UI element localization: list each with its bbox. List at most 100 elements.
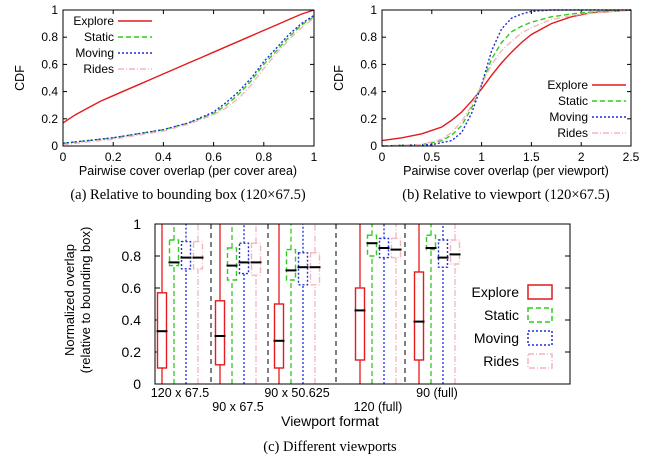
b-ytick-label: 1 <box>370 3 377 17</box>
a-xtick-label: 0.4 <box>155 150 172 164</box>
panel-a-ylabel: CDF <box>13 65 27 91</box>
panel-a-xlabel: Pairwise cover overlap (per cover area) <box>79 164 297 178</box>
a-series-static <box>62 16 315 144</box>
panel-a-frame <box>62 9 315 147</box>
panel-b-xlabel: Pairwise cover overlap (per viewport) <box>403 164 609 178</box>
c-legend-swatch <box>527 284 553 300</box>
c-category-label: 90 (full) <box>416 386 458 400</box>
a-ytick-label: 0.4 <box>41 85 58 99</box>
b-xtick-label: 1.5 <box>523 150 540 164</box>
c-box-explore <box>214 300 226 366</box>
c-box-static <box>226 247 238 281</box>
c-ytick-label: 1 <box>133 216 141 232</box>
a-legend-label: Rides <box>83 62 114 76</box>
c-ytick-label: 0.6 <box>122 280 142 296</box>
b-ytick-label: 0.2 <box>360 112 377 126</box>
a-xtick-label: 0 <box>60 150 67 164</box>
panel-c-caption: (c) Different viewports <box>263 439 397 455</box>
b-ytick-label: 0.6 <box>360 57 377 71</box>
c-legend-swatch <box>527 307 553 323</box>
b-xtick-label: 0 <box>379 150 386 164</box>
b-xtick-label: 2.5 <box>623 150 640 164</box>
a-xtick-label: 0.8 <box>255 150 272 164</box>
c-legend-swatch <box>527 330 553 346</box>
a-series-moving <box>62 14 315 144</box>
b-ytick-label: 0.4 <box>360 85 377 99</box>
c-box-moving <box>437 239 449 268</box>
c-ytick-label: 0 <box>133 376 141 392</box>
a-series-explore <box>62 9 315 124</box>
panel-a: 0 0.2 0.4 0.6 0.8 1 0 0.2 0.4 0.6 0.8 1 CDF Pairwis… <box>13 3 318 203</box>
b-xtick-label: 1 <box>478 150 485 164</box>
panel-a-caption: (a) Relative to bounding box (120×67.5) <box>70 187 305 203</box>
a-ytick-label: 0.8 <box>41 30 58 44</box>
a-xtick-label: 0.2 <box>105 150 122 164</box>
c-box-static <box>168 239 180 267</box>
c-box-static <box>285 248 297 281</box>
panel-c: 0 0.2 0.4 0.6 0.8 1 120 x 67.590 x 67.590 x 50… <box>62 216 571 455</box>
panel-c-ylabel-line2: (relative to bounding box) <box>78 227 93 374</box>
panel-b-grid: 0 0.2 0.4 0.6 0.8 1 0 0.5 1 1.5 2 2.5 <box>360 3 639 164</box>
c-box-moving <box>238 242 250 275</box>
c-box-rides <box>192 240 204 270</box>
panel-a-grid: 0 0.2 0.4 0.6 0.8 1 0 0.2 0.4 0.6 0.8 1 <box>41 3 317 164</box>
panel-c-boxes <box>156 224 461 384</box>
a-ytick-label: 0 <box>51 139 58 153</box>
panel-c-ylabel-line1: Normalized overlap <box>62 244 77 356</box>
c-box-explore <box>354 287 366 361</box>
c-box-rides <box>309 252 321 286</box>
panel-b-ylabel: CDF <box>332 65 346 91</box>
c-box-moving <box>180 240 192 270</box>
c-box-rides <box>250 242 262 276</box>
b-legend-label: Static <box>558 94 588 108</box>
b-series-explore <box>381 9 632 142</box>
a-xtick-label: 1 <box>311 150 318 164</box>
panel-b-legend: Explore Static Moving Rides <box>547 78 626 140</box>
panel-b-lines <box>381 9 632 147</box>
c-ytick-label: 0.2 <box>122 344 142 360</box>
b-xtick-label: 0.5 <box>423 150 440 164</box>
c-box-static <box>366 234 378 257</box>
panel-b: 0 0.2 0.4 0.6 0.8 1 0 0.5 1 1.5 2 2.5 CDF Pairwise … <box>332 3 640 203</box>
c-category-label: 120 (full) <box>354 400 403 414</box>
c-box-moving <box>297 252 309 286</box>
a-legend-label: Explore <box>73 14 114 28</box>
a-ytick-label: 0.2 <box>41 112 58 126</box>
b-legend-label: Explore <box>547 78 588 92</box>
c-box-static <box>425 234 437 251</box>
b-legend-label: Moving <box>549 110 588 124</box>
c-legend-swatch <box>527 353 553 369</box>
panel-c-legend: Explore Static Moving Rides <box>472 284 553 369</box>
panel-c-grid: 0 0.2 0.4 0.6 0.8 1 120 x 67.590 x 67.590 x 50… <box>122 216 570 414</box>
c-legend-label: Explore <box>472 284 520 300</box>
c-legend-label: Moving <box>474 330 519 346</box>
b-ytick-label: 0 <box>370 139 377 153</box>
a-xtick-label: 0.6 <box>205 150 222 164</box>
c-category-label: 90 x 50.625 <box>264 386 329 400</box>
c-ytick-label: 0.4 <box>122 312 142 328</box>
a-series-rides <box>62 17 315 146</box>
b-xtick-label: 2 <box>578 150 585 164</box>
b-ytick-label: 0.8 <box>360 30 377 44</box>
panel-c-xlabel: Viewport format <box>281 413 379 429</box>
panel-a-legend: Explore Static Moving Rides <box>73 14 152 76</box>
c-box-rides <box>449 239 461 265</box>
panel-b-caption: (b) Relative to viewport (120×67.5) <box>402 187 610 203</box>
c-box-explore <box>273 303 285 369</box>
a-ytick-label: 0.6 <box>41 57 58 71</box>
b-series-static <box>381 9 632 147</box>
panel-c-frame <box>154 223 571 385</box>
panel-b-frame <box>381 9 632 147</box>
c-ytick-label: 0.8 <box>122 248 142 264</box>
a-legend-label: Static <box>84 30 114 44</box>
c-legend-label: Rides <box>483 353 519 369</box>
b-legend-label: Rides <box>557 126 588 140</box>
c-box-rides <box>390 237 402 259</box>
c-legend-label: Static <box>484 307 519 323</box>
c-category-label: 90 x 67.5 <box>212 400 263 414</box>
b-series-rides <box>381 9 632 147</box>
c-box-explore <box>413 271 425 361</box>
a-legend-label: Moving <box>75 46 114 60</box>
panel-a-lines <box>62 9 315 146</box>
